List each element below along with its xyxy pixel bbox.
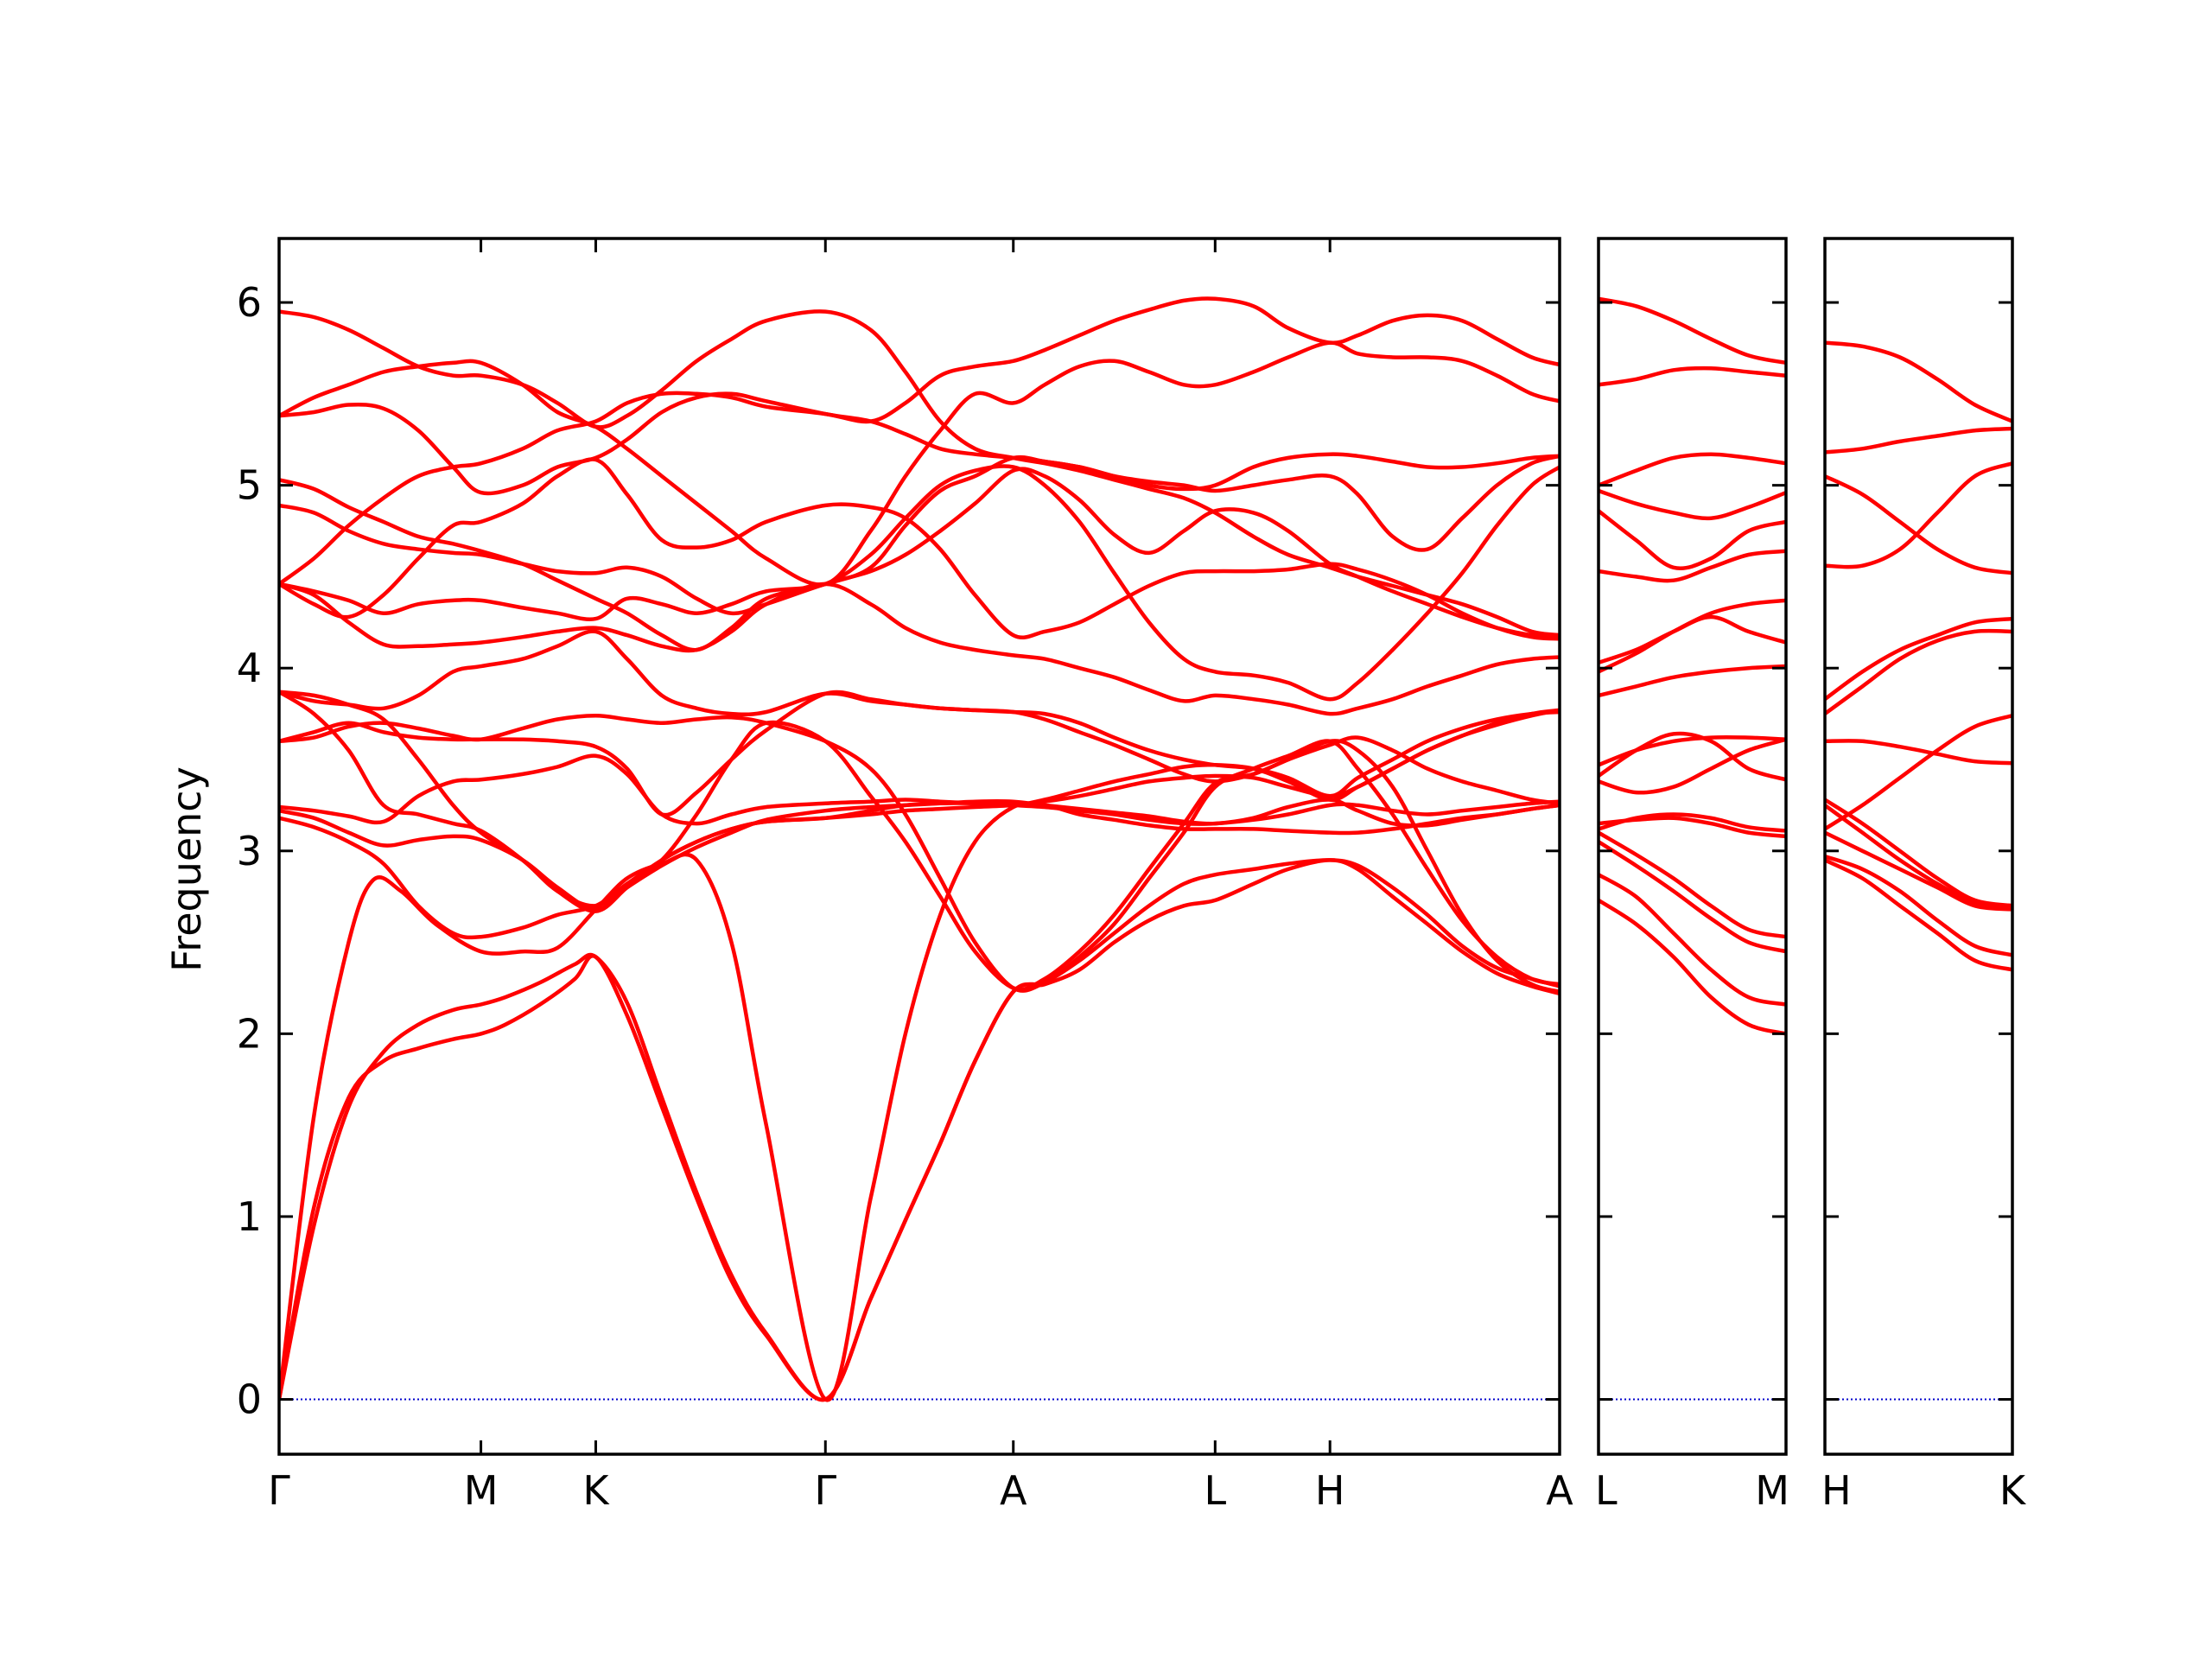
band-line-10 — [1825, 461, 2012, 569]
bands — [279, 296, 1560, 1402]
x-tick-label: H — [1821, 1467, 1852, 1514]
band-line-6 — [1599, 812, 1786, 833]
band-line-11 — [1825, 474, 2012, 575]
band-line-8 — [1825, 628, 2012, 716]
band-line-18 — [1599, 296, 1786, 365]
x-tick-label: K — [582, 1467, 610, 1514]
band-line-12 — [279, 582, 1560, 716]
band-line-14 — [279, 457, 1560, 641]
band-line-10 — [279, 690, 1560, 913]
band-line-5 — [279, 798, 1560, 912]
band-line-2 — [1599, 873, 1786, 1007]
band-line-12 — [1825, 426, 2012, 454]
x-tick-label: M — [464, 1467, 499, 1514]
panel-frame — [1823, 237, 2014, 1456]
band-line-9 — [1825, 616, 2012, 702]
x-tick-label: Γ — [814, 1467, 836, 1514]
panel-1: 0 1 2 3 4 5 6 Γ M K Γ A L H A — [237, 237, 1573, 1514]
x-tick-label: L — [1204, 1467, 1226, 1514]
band-line-1 — [1825, 858, 2012, 972]
bands — [1825, 340, 2012, 972]
band-line-3 — [279, 801, 1560, 1402]
band-line-13 — [279, 464, 1560, 702]
x-tick-label: L — [1595, 1467, 1618, 1514]
y-tick-label: 6 — [237, 279, 262, 326]
band-line-16 — [1599, 452, 1786, 487]
band-line-4 — [1825, 803, 2012, 908]
band-line-3 — [1825, 830, 2012, 912]
x-tick-label: H — [1315, 1467, 1345, 1514]
y-tick-label: 5 — [237, 462, 262, 509]
y-tick-label: 4 — [237, 645, 262, 691]
band-line-2 — [279, 858, 1560, 1402]
band-line-12 — [1599, 614, 1786, 665]
panel-frame — [1597, 237, 1788, 1456]
band-line-3 — [1599, 839, 1786, 954]
band-line-20 — [279, 309, 1560, 638]
band-line-5 — [1825, 798, 2012, 908]
x-tick-label: Γ — [268, 1467, 290, 1514]
band-line-4 — [1599, 830, 1786, 939]
bands — [1599, 296, 1786, 1036]
band-line-2 — [1825, 854, 2012, 957]
x-tick-label: K — [1999, 1467, 2027, 1514]
band-line-15 — [1599, 488, 1786, 521]
x-tick-label: A — [1000, 1467, 1027, 1514]
band-line-19 — [279, 340, 1560, 587]
band-line-7 — [279, 690, 1560, 817]
y-axis-label: Frequency — [163, 766, 210, 972]
y-tick-label: 2 — [237, 1010, 262, 1057]
band-line-1 — [279, 858, 1560, 1402]
band-line-7 — [1825, 739, 2012, 766]
band-line-11 — [279, 629, 1560, 798]
band-line-13 — [1599, 549, 1786, 583]
band-line-8 — [279, 713, 1560, 993]
band-line-6 — [1825, 713, 2012, 831]
band-line-15 — [279, 467, 1560, 639]
band-line-18 — [279, 296, 1560, 587]
y-tick-label: 3 — [237, 828, 262, 874]
y-tick-label: 1 — [237, 1193, 262, 1240]
band-line-17 — [1599, 365, 1786, 387]
band-line-1 — [1599, 898, 1786, 1036]
band-line-17 — [279, 391, 1560, 496]
y-tick-label: 0 — [237, 1376, 262, 1423]
band-line-10 — [1599, 664, 1786, 698]
band-line-7 — [1599, 737, 1786, 795]
band-line-9 — [1599, 734, 1786, 767]
x-tick-label: M — [1755, 1467, 1789, 1514]
band-line-13 — [1825, 340, 2012, 423]
panel-frame — [277, 237, 1561, 1456]
x-tick-label: A — [1546, 1467, 1573, 1514]
band-line-16 — [279, 454, 1560, 652]
band-line-9 — [279, 690, 1560, 994]
band-line-14 — [1599, 509, 1786, 570]
